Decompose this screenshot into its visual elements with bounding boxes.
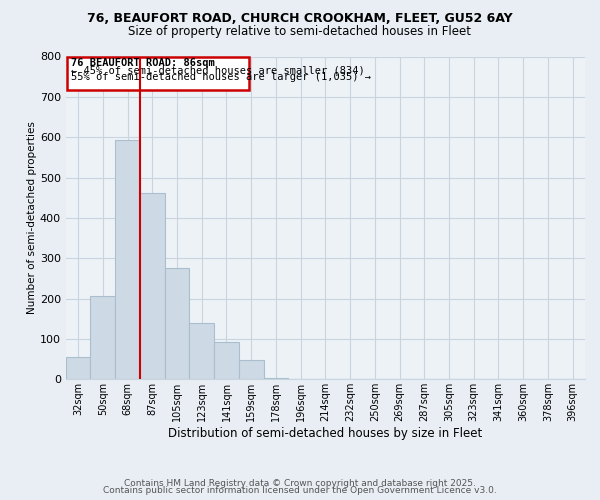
- FancyBboxPatch shape: [67, 56, 249, 90]
- Y-axis label: Number of semi-detached properties: Number of semi-detached properties: [27, 122, 37, 314]
- Text: Contains HM Land Registry data © Crown copyright and database right 2025.: Contains HM Land Registry data © Crown c…: [124, 478, 476, 488]
- Bar: [164, 268, 190, 380]
- Bar: [239, 360, 263, 380]
- Bar: [263, 378, 288, 380]
- Text: ← 45% of semi-detached houses are smaller (834): ← 45% of semi-detached houses are smalle…: [71, 66, 364, 76]
- Bar: [140, 193, 164, 380]
- Bar: [190, 323, 214, 380]
- Text: 55% of semi-detached houses are larger (1,035) →: 55% of semi-detached houses are larger (…: [71, 72, 371, 82]
- Text: Contains public sector information licensed under the Open Government Licence v3: Contains public sector information licen…: [103, 486, 497, 495]
- Text: 76 BEAUFORT ROAD: 86sqm: 76 BEAUFORT ROAD: 86sqm: [71, 58, 214, 68]
- X-axis label: Distribution of semi-detached houses by size in Fleet: Distribution of semi-detached houses by …: [168, 427, 482, 440]
- Text: Size of property relative to semi-detached houses in Fleet: Size of property relative to semi-detach…: [128, 25, 472, 38]
- Bar: [115, 140, 140, 380]
- Bar: [91, 296, 115, 380]
- Bar: [66, 357, 91, 380]
- Text: 76, BEAUFORT ROAD, CHURCH CROOKHAM, FLEET, GU52 6AY: 76, BEAUFORT ROAD, CHURCH CROOKHAM, FLEE…: [87, 12, 513, 26]
- Bar: [214, 342, 239, 380]
